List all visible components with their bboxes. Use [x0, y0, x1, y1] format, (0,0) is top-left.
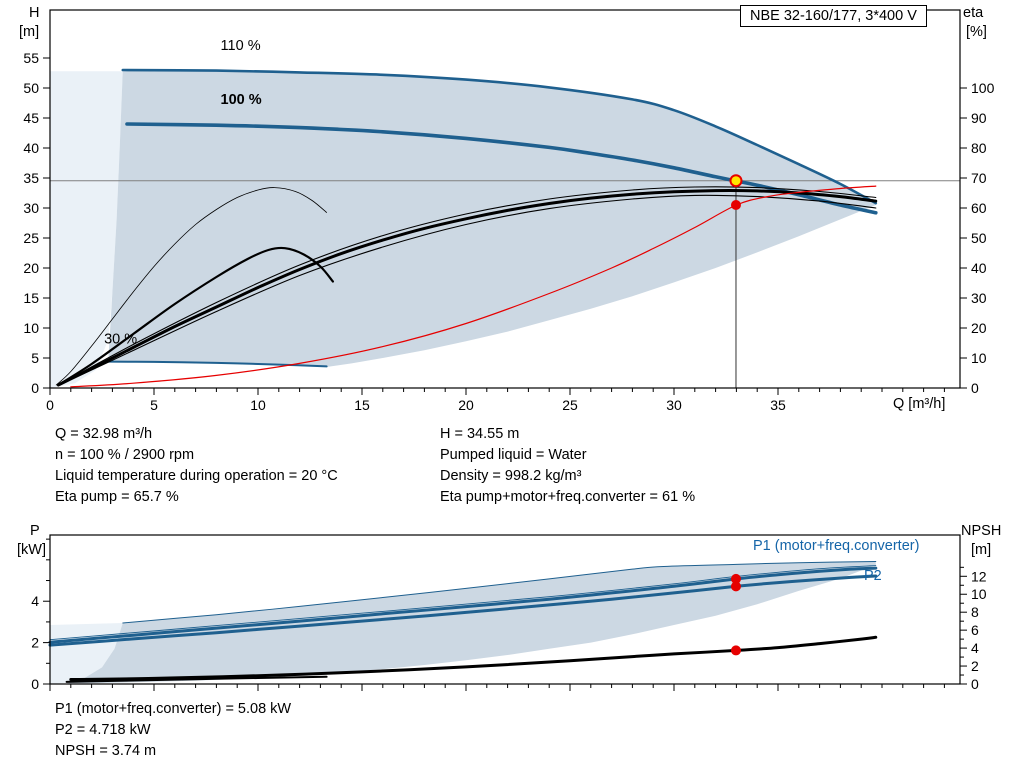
eta-30pct-arc: [57, 246, 334, 387]
y-right-tick-label: 60: [971, 200, 987, 216]
eta-total-curve: [70, 185, 877, 388]
curve-100pct: [125, 122, 878, 215]
y-left-tick-label: 5: [31, 350, 39, 366]
pump-model: NBE 32-160/177, 3*400 V: [750, 8, 917, 24]
y-right-tick-label: 12: [971, 568, 987, 584]
eta-pump-curve-lower: [57, 194, 877, 387]
eta-30pct-hairline: [55, 187, 327, 386]
info-line-q: Q = 32.98 m³/h: [55, 426, 153, 442]
y-right-tick-label: 20: [971, 320, 987, 336]
y-right-tick-label: 4: [971, 640, 979, 656]
pump-model-box: NBE 32-160/177, 3*400 V: [740, 5, 927, 27]
eta-pump-curve: [56, 189, 878, 387]
y-left-tick-label: 2: [31, 635, 39, 651]
p1-point: [730, 573, 741, 584]
info-line-p2: P2 = 4.718 kW: [55, 722, 151, 738]
y-left-tick-label: 40: [23, 140, 39, 156]
x-tick-label: 5: [150, 397, 158, 413]
y-right-tick-label: 8: [971, 604, 979, 620]
y-left-tick-label: 30: [23, 200, 39, 216]
x-tick-label: 25: [562, 397, 578, 413]
y-right-tick-label: 0: [971, 676, 979, 692]
y-left-tick-label: 20: [23, 260, 39, 276]
duty-point: [729, 174, 743, 188]
info-line-npsh: NPSH = 3.74 m: [55, 743, 157, 759]
curve-100pct-label: 100 %: [221, 92, 262, 108]
h-axis-unit: [m]: [19, 24, 40, 40]
y-right-tick-label: 0: [971, 380, 979, 396]
info-line-temp: Liquid temperature during operation = 20…: [55, 468, 338, 484]
x-tick-label: 20: [458, 397, 474, 413]
y-right-tick-label: 90: [971, 110, 987, 126]
y-left-tick-label: 45: [23, 110, 39, 126]
curve-110pct-label: 110 %: [221, 38, 261, 54]
p1-curve: [48, 566, 878, 644]
npsh-point: [730, 645, 741, 656]
info-line-density: Density = 998.2 kg/m³: [440, 468, 582, 484]
y-right-tick-label: 2: [971, 658, 979, 674]
y-left-tick-label: 25: [23, 230, 39, 246]
y-right-tick-label: 80: [971, 140, 987, 156]
info-line-n: n = 100 % / 2900 rpm: [55, 447, 195, 463]
operating-range-pale: [50, 71, 123, 388]
curve-30pct: [107, 360, 328, 368]
h-axis-title: H: [29, 5, 40, 21]
p-30pct-curve: [65, 675, 328, 683]
power-npsh-chart-frame: [49, 534, 961, 685]
npsh-axis-title: NPSH: [961, 523, 1002, 539]
y-left-tick-label: 55: [23, 50, 39, 66]
qh-chart-frame: [49, 9, 961, 389]
x-tick-label: 15: [354, 397, 370, 413]
qh-chart: 110 % 100 % 30 % 0 5 10 15 20 25 30 35 0 5 10 15 20 25 30…: [23, 9, 995, 413]
duty-info-left: Q = 32.98 m³/h n = 100 % / 2900 rpm Liqu…: [55, 424, 338, 508]
x-tick-label: 35: [770, 397, 786, 413]
p1-curve-label: P1 (motor+freq.converter): [753, 538, 920, 554]
info-line-eta-total: Eta pump+motor+freq.converter = 61 %: [440, 489, 696, 505]
y-right-tick-label: 30: [971, 290, 987, 306]
curve-110pct: [121, 68, 878, 205]
duty-info-right: H = 34.55 m Pumped liquid = Water Densit…: [440, 424, 695, 508]
npsh-curve: [69, 635, 878, 681]
y-left-tick-label: 15: [23, 290, 39, 306]
y-right-tick-label: 100: [971, 80, 995, 96]
p1-hairline: [49, 565, 877, 641]
npsh-axis-unit: [m]: [971, 542, 992, 558]
y-right-tick-label: 40: [971, 260, 987, 276]
power-envelope-top: [122, 561, 877, 624]
eta-pump-curve-upper: [57, 186, 877, 386]
y-right-tick-label: 6: [971, 622, 979, 638]
y-left-tick-label: 50: [23, 80, 39, 96]
info-line-eta: Eta pump = 65.7 %: [55, 489, 179, 505]
eta-axis-unit: [%]: [966, 24, 987, 40]
info-line-h: H = 34.55 m: [440, 426, 520, 442]
y-left-tick-label: 35: [23, 170, 39, 186]
info-line-p1: P1 (motor+freq.converter) = 5.08 kW: [55, 701, 292, 717]
x-tick-label: 10: [250, 397, 266, 413]
y-left-tick-label: 10: [23, 320, 39, 336]
y-right-tick-label: 70: [971, 170, 987, 186]
y-left-tick-label: 0: [31, 380, 39, 396]
p2-curve-label: P2: [864, 568, 882, 584]
eta-total-point: [730, 200, 741, 210]
y-left-tick-label: 0: [31, 676, 39, 692]
power-info: P1 (motor+freq.converter) = 5.08 kW P2 =…: [55, 699, 291, 762]
x-tick-label: 0: [46, 397, 54, 413]
y-right-tick-label: 10: [971, 350, 987, 366]
info-line-liquid: Pumped liquid = Water: [440, 447, 587, 463]
p2-curve: [48, 574, 878, 647]
power-npsh-chart: 0 2 4 0 2 4 6 8 10 12: [31, 534, 987, 692]
y-left-tick-label: 4: [31, 593, 39, 609]
y-right-tick-label: 10: [971, 586, 987, 602]
p-axis-title: P: [30, 523, 40, 539]
q-axis-title: Q [m³/h]: [893, 396, 946, 412]
x-tick-label: 30: [666, 397, 682, 413]
p2-point: [730, 581, 741, 592]
y-right-tick-label: 50: [971, 230, 987, 246]
p-axis-unit: [kW]: [17, 542, 46, 558]
curve-30pct-label: 30 %: [104, 332, 137, 348]
eta-axis-title: eta: [963, 5, 984, 21]
